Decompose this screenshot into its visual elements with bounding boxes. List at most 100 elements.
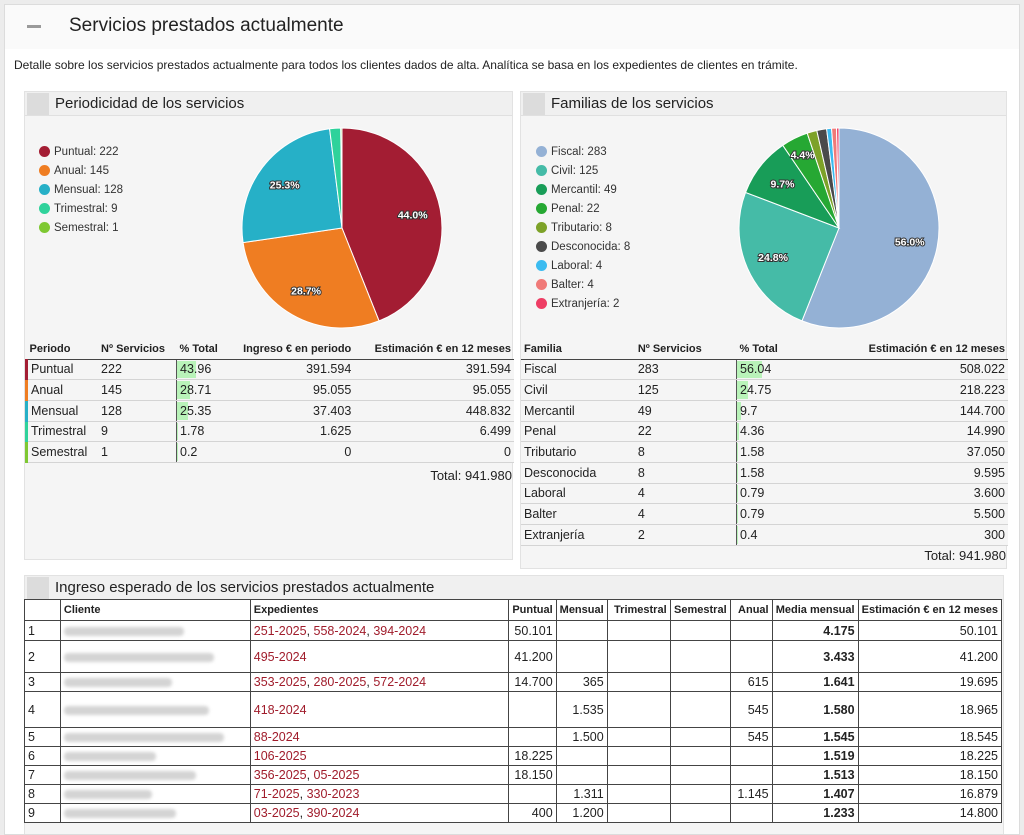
pct-value: 1.78	[180, 424, 205, 439]
table-row[interactable]: 2 495-2024 41.200 3.433 41.200	[24, 640, 1003, 673]
column-header[interactable]: Media mensual	[771, 599, 859, 621]
expediente-link[interactable]: 251-2025	[253, 623, 307, 638]
table-row[interactable]: Anual 145 28.71 95.055 95.055	[25, 379, 514, 401]
table-row[interactable]: Puntual 222 43.96 391.594 391.594	[25, 359, 514, 381]
legend-item[interactable]: Puntual: 222	[39, 142, 123, 161]
column-header[interactable]	[24, 599, 61, 621]
legend-item[interactable]: Balter: 4	[536, 275, 630, 294]
table-row[interactable]: 1 251-2025, 558-2024, 394-2024 50.101 4.175…	[24, 620, 1003, 641]
row-number: 4	[24, 691, 61, 728]
column-header[interactable]: Nº Servicios	[634, 340, 737, 360]
table-row[interactable]: Balter 4 0.79 5.500	[521, 503, 1008, 525]
expedientes-cell: 251-2025, 558-2024, 394-2024	[249, 620, 510, 641]
legend-item[interactable]: Anual: 145	[39, 161, 123, 180]
pct-cell: 25.35	[176, 400, 227, 422]
semestral-value	[669, 746, 731, 766]
table-row[interactable]: 5 88-2024 1.500 545 1.545 18.545	[24, 727, 1003, 747]
legend-item[interactable]: Extranjería: 2	[536, 294, 630, 313]
pie-slice-mensual[interactable]	[241, 128, 343, 244]
column-header[interactable]: Anual	[729, 599, 773, 621]
legend-item[interactable]: Mensual: 128	[39, 180, 123, 199]
table-row[interactable]: 3 353-2025, 280-2025, 572-2024 14.700 365 61…	[24, 672, 1003, 692]
table-row[interactable]: Extranjería 2 0.4 300	[521, 524, 1008, 546]
puntual-value: 18.225	[508, 746, 557, 766]
legend-item[interactable]: Civil: 125	[536, 161, 630, 180]
legend-label: Civil: 125	[551, 164, 599, 177]
column-header[interactable]: Trimestral	[606, 599, 671, 621]
table-row[interactable]: Desconocida 8 1.58 9.595	[521, 462, 1008, 484]
collapse-icon[interactable]	[27, 25, 41, 28]
service-count: 128	[98, 400, 177, 422]
legend-item[interactable]: Trimestral: 9	[39, 199, 123, 218]
client-cell	[59, 803, 251, 823]
table-row[interactable]: Semestral 1 0.2 0 0	[25, 441, 514, 463]
table-row[interactable]: 7 356-2025, 05-2025 18.150 1.513 18.150	[24, 765, 1003, 785]
column-header[interactable]: % Total	[736, 340, 801, 360]
service-count: 4	[634, 483, 737, 505]
redacted-client-name	[63, 790, 152, 800]
pie-slice-semestral[interactable]	[340, 127, 343, 229]
legend-item[interactable]: Desconocida: 8	[536, 237, 630, 256]
family-name: Balter	[521, 503, 635, 525]
table-row[interactable]: 9 03-2025, 390-2024 400 1.200 1.233 14.800	[24, 803, 1003, 823]
legend-label: Penal: 22	[551, 202, 600, 215]
table-row[interactable]: 8 71-2025, 330-2023 1.311 1.145 1.407 16.879	[24, 784, 1003, 804]
service-count: 125	[634, 379, 737, 401]
pie-slice-fiscal[interactable]	[801, 127, 940, 329]
column-header[interactable]: Nº Servicios	[98, 340, 177, 360]
legend-item[interactable]: Penal: 22	[536, 199, 630, 218]
row-number: 1	[24, 620, 61, 641]
expediente-link[interactable]: 558-2024	[313, 623, 367, 638]
table-row[interactable]: Civil 125 24.75 218.223	[521, 379, 1008, 401]
table-row[interactable]: Tributario 8 1.58 37.050	[521, 441, 1008, 463]
table-row[interactable]: Trimestral 9 1.78 1.625 6.499	[25, 421, 514, 443]
column-header[interactable]: Estimación € en 12 meses	[857, 599, 1003, 621]
table-row[interactable]: Laboral 4 0.79 3.600	[521, 483, 1008, 505]
table-row[interactable]: Mensual 128 25.35 37.403 448.832	[25, 400, 514, 422]
pie-slice-puntual[interactable]	[341, 127, 443, 322]
pie-slice-extranjería[interactable]	[835, 127, 840, 229]
column-header[interactable]: Familia	[521, 340, 635, 360]
column-header[interactable]: Semestral	[669, 599, 731, 621]
column-header[interactable]: Expedientes	[249, 599, 510, 621]
expediente-link[interactable]: 280-2025	[313, 675, 367, 689]
legend-item[interactable]: Fiscal: 283	[536, 142, 630, 161]
expediente-link[interactable]: 03-2025	[253, 806, 300, 820]
column-header[interactable]: % Total	[176, 340, 227, 360]
pie-slice-civil[interactable]	[738, 191, 840, 322]
expediente-link[interactable]: 572-2024	[373, 675, 427, 689]
families-total: Total: 941.980	[924, 548, 1006, 563]
column-header[interactable]: Ingreso € en periodo	[226, 340, 355, 360]
pct-value: 25.35	[180, 403, 212, 418]
table-row[interactable]: Penal 22 4.36 14.990	[521, 421, 1008, 443]
anual-value: 615	[729, 672, 773, 692]
pie-slice-anual[interactable]	[242, 227, 380, 329]
column-header[interactable]: Mensual	[555, 599, 608, 621]
legend-item[interactable]: Laboral: 4	[536, 256, 630, 275]
expediente-link[interactable]: 330-2023	[306, 787, 360, 801]
expediente-link[interactable]: 106-2025	[253, 749, 307, 763]
table-row[interactable]: 6 106-2025 18.225 1.519 18.225	[24, 746, 1003, 766]
legend-item[interactable]: Mercantil: 49	[536, 180, 630, 199]
expediente-link[interactable]: 356-2025	[253, 768, 307, 782]
expediente-link[interactable]: 71-2025	[253, 787, 300, 801]
column-header[interactable]: Estimación € en 12 meses	[800, 340, 1008, 360]
table-row[interactable]: Fiscal 283 56.04 508.022	[521, 359, 1008, 381]
legend-item[interactable]: Semestral: 1	[39, 218, 123, 237]
expediente-link[interactable]: 05-2025	[313, 768, 360, 782]
expediente-link[interactable]: 390-2024	[306, 806, 360, 820]
column-header[interactable]: Puntual	[508, 599, 557, 621]
table-row[interactable]: 4 418-2024 1.535 545 1.580 18.965	[24, 691, 1003, 728]
legend-dot-icon	[536, 241, 547, 252]
expediente-link[interactable]: 394-2024	[373, 623, 427, 638]
legend-item[interactable]: Tributario: 8	[536, 218, 630, 237]
column-header[interactable]: Periodo	[26, 340, 99, 360]
column-header[interactable]: Cliente	[59, 599, 251, 621]
expediente-link[interactable]: 418-2024	[253, 702, 307, 717]
expediente-link[interactable]: 88-2024	[253, 730, 300, 744]
column-header[interactable]: Estimación € en 12 meses	[354, 340, 514, 360]
expediente-link[interactable]: 495-2024	[253, 649, 307, 664]
pct-value: 43.96	[180, 362, 212, 377]
table-row[interactable]: Mercantil 49 9.7 144.700	[521, 400, 1008, 422]
expediente-link[interactable]: 353-2025	[253, 675, 307, 689]
